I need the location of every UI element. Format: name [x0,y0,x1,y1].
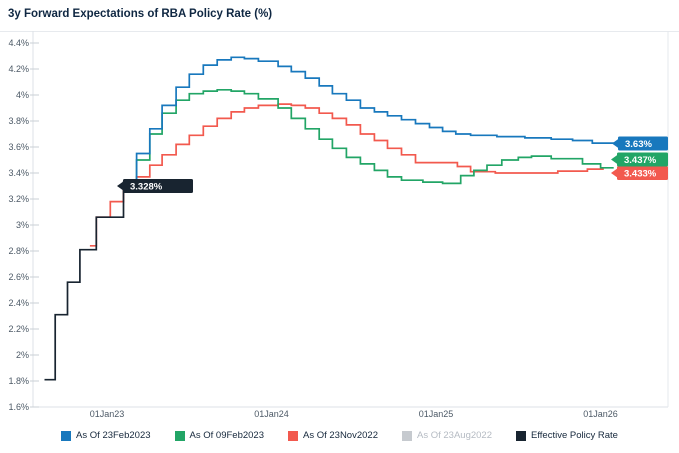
legend-item-label: As Of 23Feb2023 [76,430,151,441]
y-tick-label: 3% [16,220,29,230]
legend-swatch [287,430,298,441]
legend-item-label: As Of 23Nov2022 [302,430,378,441]
y-tick-label: 4.4% [8,38,29,48]
end-label-box [617,166,668,180]
y-tick-label: 4.2% [8,64,29,74]
y-tick-label: 3.4% [8,168,29,178]
legend-item-effective-policy-rate[interactable]: Effective Policy Rate [515,430,618,441]
y-tick-label: 3.2% [8,194,29,204]
end-label-box [617,152,668,167]
x-tick-label: 01Jan25 [419,409,454,419]
end-label-box [618,136,668,151]
end-label-value: 3.328% [130,182,163,193]
series-line-as-of-23feb2023 [131,56,617,183]
legend-item-label: As Of 23Aug2022 [416,430,492,441]
y-tick-label: 2.8% [8,246,29,256]
x-tick-label: 01Jan23 [90,409,125,419]
legend-item-as-of-23nov2022[interactable]: As Of 23Nov2022 [287,430,378,441]
x-tick-label: 01Jan26 [583,409,618,419]
legend-swatch [174,430,185,441]
chart-title: 3y Forward Expectations of RBA Policy Ra… [8,8,273,20]
end-label-arrow [611,168,618,178]
end-label-box [123,179,193,193]
legend-item-as-of-23feb2023[interactable]: As Of 23Feb2023 [61,430,151,441]
end-label-value: 3.433% [624,169,657,180]
y-tick-label: 2% [16,350,29,360]
y-tick-label: 3.6% [8,142,29,152]
legend-item-label: Effective Policy Rate [530,430,618,441]
legend-swatch [61,430,72,441]
y-tick-label: 2.6% [8,272,29,282]
end-label-arrow [117,181,124,191]
legend-item-as-of-09feb2023[interactable]: As Of 09Feb2023 [174,430,264,441]
legend-swatch [515,430,526,441]
chart-legend: As Of 23Feb2023 As Of 09Feb2023 As Of 23No… [0,430,679,441]
end-label-arrow [611,154,618,165]
end-label-arrow [612,138,619,149]
x-tick-label: 01Jan24 [254,409,289,419]
legend-item-label: As Of 09Feb2023 [189,430,264,441]
y-tick-label: 3.8% [8,116,29,126]
legend-swatch [401,430,412,441]
legend-item-as-of-23aug2022[interactable]: As Of 23Aug2022 [401,430,492,441]
end-label-value: 3.63% [625,139,652,150]
y-tick-label: 2.2% [8,324,29,334]
end-label-value: 3.437% [624,155,657,166]
title-divider [0,31,679,32]
series-line-effective-policy-rate [44,181,132,381]
y-tick-label: 1.8% [8,376,29,386]
series-line-as-of-09feb2023 [124,88,614,185]
y-tick-label: 1.6% [8,402,29,412]
y-tick-label: 4% [16,90,29,100]
series-line-as-of-23nov2022 [89,103,604,247]
y-tick-label: 2.4% [8,298,29,308]
